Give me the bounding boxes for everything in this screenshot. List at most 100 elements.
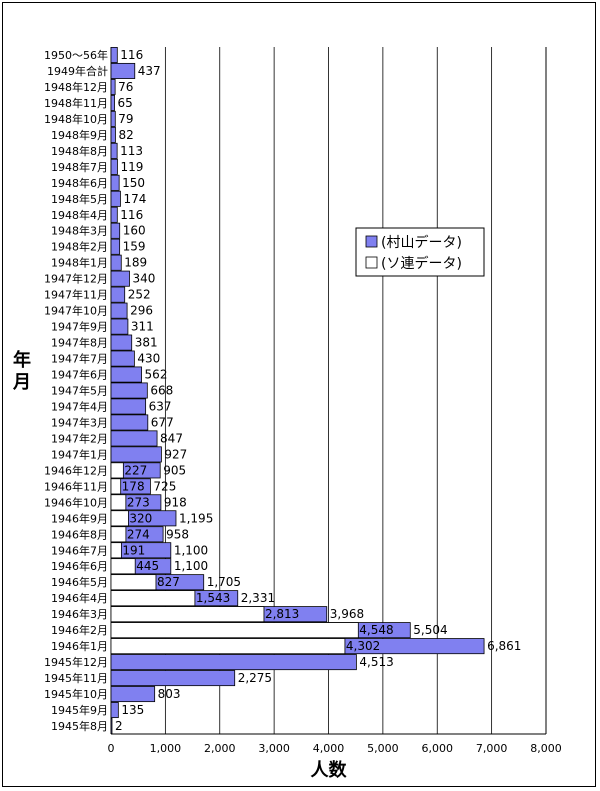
- bar-soviet: [110, 574, 157, 591]
- value-label-murayama: 847: [160, 431, 183, 445]
- category-label: 1948年10月: [44, 112, 108, 126]
- bar-murayama: [110, 126, 116, 143]
- category-label: 1946年11月: [44, 479, 108, 493]
- value-label-soviet: 273: [127, 495, 150, 509]
- category-label: 1945年8月: [51, 719, 108, 733]
- value-label-murayama: 918: [164, 495, 187, 509]
- value-label-soviet: 4,548: [359, 623, 393, 637]
- bar-soviet: [110, 510, 129, 527]
- value-label-murayama: 5,504: [413, 623, 447, 637]
- value-label-murayama: 150: [122, 176, 145, 190]
- value-label-murayama: 116: [120, 48, 143, 62]
- category-label: 1947年11月: [44, 288, 108, 302]
- category-label: 1948年5月: [51, 192, 108, 206]
- value-label-soviet: 1,543: [196, 591, 230, 605]
- value-label-murayama: 381: [135, 336, 158, 350]
- bar-murayama: [110, 94, 115, 111]
- value-label-murayama: 296: [130, 304, 153, 318]
- x-tick-label: 7,000: [476, 742, 508, 755]
- value-label-soviet: 320: [129, 511, 152, 525]
- category-label: 1946年2月: [51, 623, 108, 637]
- value-label-murayama: 905: [163, 463, 186, 477]
- category-label: 1947年3月: [51, 415, 108, 429]
- value-label-soviet: 2,813: [265, 607, 299, 621]
- x-tick-label: 6,000: [422, 742, 454, 755]
- x-tick-label: 0: [108, 742, 115, 755]
- category-label: 1947年9月: [51, 320, 108, 334]
- value-label-murayama: 958: [166, 527, 189, 541]
- bar-murayama: [110, 718, 113, 735]
- bar-murayama: [110, 350, 135, 367]
- bar-murayama: [110, 334, 133, 351]
- category-label: 1947年6月: [51, 368, 108, 382]
- value-label-murayama: 437: [138, 64, 161, 78]
- value-label-murayama: 65: [118, 96, 133, 110]
- bar-murayama: [110, 670, 236, 687]
- category-label: 1947年12月: [44, 272, 108, 286]
- value-label-murayama: 160: [123, 224, 146, 238]
- bar-murayama: [110, 78, 116, 95]
- value-label-murayama: 116: [120, 208, 143, 222]
- value-label-murayama: 1,100: [174, 559, 208, 573]
- value-label-murayama: 803: [158, 687, 181, 701]
- category-label: 1947年5月: [51, 384, 108, 398]
- value-label-soviet: 445: [136, 559, 159, 573]
- bar-murayama: [110, 686, 156, 703]
- x-axis-label: 人数: [311, 759, 348, 781]
- category-label: 1945年12月: [44, 655, 108, 669]
- bars: [110, 46, 485, 735]
- value-label-murayama: 637: [149, 399, 172, 413]
- category-label: 1948年1月: [51, 256, 108, 270]
- bar-soviet: [110, 558, 136, 575]
- category-label: 1946年5月: [51, 575, 108, 589]
- legend-entry: (村山データ): [381, 234, 462, 251]
- category-label: 1948年12月: [44, 80, 108, 94]
- bar-murayama: [110, 366, 142, 383]
- category-label: 1950～56年: [44, 48, 108, 62]
- value-label-murayama: 927: [164, 447, 187, 461]
- category-label: 1948年11月: [44, 96, 108, 110]
- bar-murayama: [110, 446, 162, 463]
- bar-soviet: [110, 494, 127, 511]
- value-label-murayama: 2,331: [241, 591, 275, 605]
- value-label-murayama: 82: [118, 128, 133, 142]
- category-label: 1948年4月: [51, 208, 108, 222]
- legend: (村山データ) (ソ連データ): [355, 227, 485, 277]
- bar-murayama: [110, 270, 130, 287]
- bar-soviet: [110, 606, 265, 623]
- category-label: 1947年7月: [51, 352, 108, 366]
- bar-murayama: [110, 302, 128, 319]
- bar-murayama: [110, 430, 158, 447]
- bar-murayama: [110, 62, 136, 79]
- value-label-soviet: 827: [157, 575, 180, 589]
- value-label-murayama: 668: [150, 384, 173, 398]
- category-label: 1948年7月: [51, 160, 108, 174]
- bar-murayama: [110, 142, 118, 159]
- value-label-murayama: 79: [118, 112, 133, 126]
- category-label: 1946年6月: [51, 559, 108, 573]
- category-label: 1946年7月: [51, 543, 108, 557]
- value-label-murayama: 430: [137, 352, 160, 366]
- category-label: 1946年4月: [51, 591, 108, 605]
- value-label-murayama: 135: [121, 703, 144, 717]
- value-label-murayama: 1,195: [179, 511, 213, 525]
- bar-soviet: [110, 638, 346, 655]
- category-label: 1949年合計: [47, 64, 108, 78]
- bar-murayama: [110, 254, 122, 271]
- bar-murayama: [110, 158, 118, 175]
- category-label: 1946年8月: [51, 527, 108, 541]
- y-axis-label-char-1: 年: [13, 349, 31, 371]
- value-label-murayama: 76: [118, 80, 133, 94]
- category-label: 1946年3月: [51, 607, 108, 621]
- value-label-soviet: 274: [127, 527, 150, 541]
- value-labels: 116 437 76 65 79 82 113 119 150 174 116 160 159 189 34…: [115, 48, 521, 733]
- value-label-murayama: 311: [131, 320, 154, 334]
- value-label-soviet: 178: [122, 479, 145, 493]
- value-label-murayama: 252: [128, 288, 151, 302]
- category-labels: 1950～56年 1949年合計 1948年12月 1948年11月 1948年10月 1…: [44, 48, 108, 733]
- legend-swatch: [365, 235, 378, 248]
- bar-murayama: [110, 222, 121, 239]
- value-label-murayama: 2,275: [238, 671, 272, 685]
- bar-murayama: [110, 654, 357, 671]
- category-label: 1948年3月: [51, 224, 108, 238]
